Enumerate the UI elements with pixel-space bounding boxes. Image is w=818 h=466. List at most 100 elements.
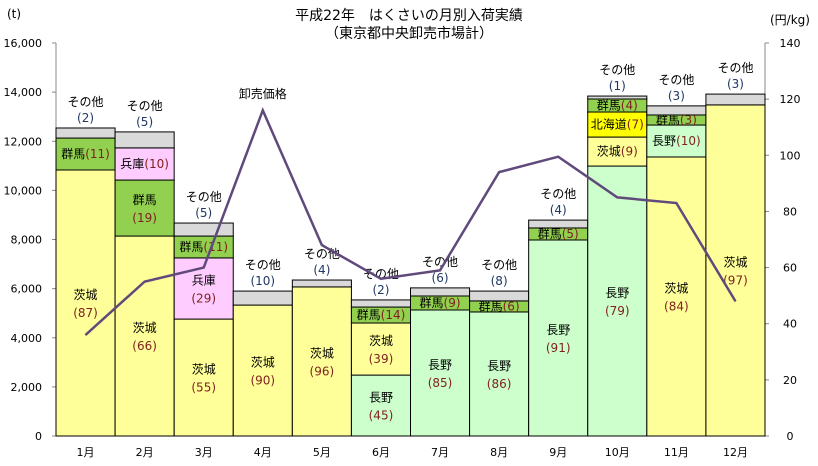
- y-tick-label: 0: [35, 430, 42, 443]
- bar-segment: [587, 95, 648, 100]
- price-point: [262, 109, 264, 111]
- segment-share: (29): [191, 292, 216, 306]
- bar-segment: [705, 104, 766, 437]
- bar-segment: [646, 156, 707, 437]
- bar-segment: [114, 147, 175, 181]
- segment-name: 長野: [652, 134, 676, 148]
- segment-label: 茨城: [723, 255, 747, 269]
- segment-label: 長野: [605, 286, 629, 300]
- x-tick-label: 9月: [549, 446, 567, 459]
- bar-segment: [232, 304, 293, 437]
- segment-share: (3): [727, 77, 744, 91]
- segment-share: (1): [609, 79, 626, 93]
- segment-label: その他: [717, 61, 753, 75]
- bar-segment: [646, 105, 707, 116]
- bar-segment: [350, 299, 411, 308]
- segment-label: 兵庫: [192, 274, 216, 288]
- bar-segment: [350, 322, 411, 376]
- y-tick-label: 4,000: [11, 332, 43, 345]
- segment-label: 長野: [369, 391, 393, 405]
- x-tick-label: 6月: [372, 446, 390, 459]
- segment-share: (4): [621, 99, 638, 113]
- x-tick-label: 1月: [77, 446, 95, 459]
- y2-tick-label: 0: [787, 430, 794, 443]
- segment-share: (6): [432, 271, 449, 285]
- bar-segment: [173, 318, 234, 437]
- segment-label: 茨城(9): [597, 145, 638, 159]
- x-tick-label: 3月: [195, 446, 213, 459]
- segment-label: その他: [127, 99, 163, 113]
- price-point: [675, 202, 677, 204]
- segment-label: 群馬(6): [479, 299, 520, 313]
- y-tick-label: 14,000: [4, 86, 43, 99]
- segment-label: 長野: [428, 358, 452, 372]
- segment-name: 群馬: [420, 296, 444, 310]
- price-point: [557, 156, 559, 158]
- x-tick-label: 2月: [136, 446, 154, 459]
- x-tick-label: 12月: [723, 446, 748, 459]
- segment-label: 群馬(4): [597, 99, 638, 113]
- segment-label: 長野(10): [652, 134, 701, 148]
- segment-share: (91): [546, 341, 571, 355]
- segment-label: 群馬(11): [61, 147, 110, 161]
- segment-share: (87): [73, 306, 98, 320]
- segment-share: (10): [144, 157, 169, 171]
- segment-share: (66): [132, 339, 157, 353]
- y-tick-label: 8,000: [11, 234, 43, 247]
- price-point: [203, 267, 205, 269]
- bar-segment: [528, 219, 589, 229]
- segment-label: 茨城: [369, 334, 393, 348]
- y-axis-label: (t): [7, 7, 21, 21]
- segment-name: 群馬: [656, 113, 680, 127]
- segment-share: (5): [136, 115, 153, 129]
- segment-share: (11): [85, 147, 110, 161]
- segment-label: その他: [186, 190, 222, 204]
- segment-name: 北海道: [591, 117, 627, 132]
- segment-label: 群馬(9): [420, 296, 461, 310]
- y2-tick-label: 20: [783, 374, 797, 387]
- segment-share: (90): [250, 374, 275, 388]
- price-point: [85, 334, 87, 336]
- bar-segment: [114, 179, 175, 237]
- segment-share: (97): [723, 273, 748, 287]
- segment-share: (55): [191, 381, 216, 395]
- price-point: [616, 196, 618, 198]
- x-tick-label: 10月: [605, 446, 630, 459]
- segment-label: 茨城: [74, 288, 98, 302]
- x-tick-label: 11月: [664, 446, 689, 459]
- segment-label: 長野: [487, 359, 511, 373]
- segment-label: その他: [422, 255, 458, 269]
- segment-label: 北海道(7): [591, 117, 644, 132]
- segment-share: (7): [627, 118, 644, 132]
- segment-share: (3): [680, 113, 697, 127]
- x-tick-label: 7月: [431, 446, 449, 459]
- segment-label: 群馬(14): [357, 308, 406, 322]
- segment-share: (5): [562, 227, 579, 241]
- segment-share: (85): [428, 376, 453, 390]
- segment-label: 群馬(11): [179, 240, 228, 254]
- segment-name: 茨城: [597, 145, 621, 159]
- y2-tick-label: 100: [780, 149, 801, 162]
- bar-segment: [55, 137, 116, 171]
- bar-segment: [350, 374, 411, 437]
- bar-segment: [469, 311, 530, 437]
- y2-tick-label: 120: [780, 93, 801, 106]
- segment-label: 茨城: [251, 356, 275, 370]
- segment-share: (10): [250, 274, 275, 288]
- bar-segment: [55, 127, 116, 139]
- segment-name: 兵庫: [120, 157, 144, 171]
- segment-share: (84): [664, 299, 689, 313]
- segment-label: 茨城: [192, 363, 216, 377]
- y-tick-label: 12,000: [4, 135, 43, 148]
- segment-label: 群馬(3): [656, 113, 697, 127]
- segment-label: その他: [245, 258, 281, 272]
- price-line-label: 卸売価格: [239, 86, 287, 101]
- bar-segment: [291, 279, 352, 288]
- bar-segment: [587, 165, 648, 437]
- segment-share: (39): [369, 352, 394, 366]
- price-point: [734, 300, 736, 302]
- segment-label: その他: [481, 258, 517, 272]
- bar-segment: [410, 309, 471, 437]
- x-tick-label: 8月: [490, 446, 508, 459]
